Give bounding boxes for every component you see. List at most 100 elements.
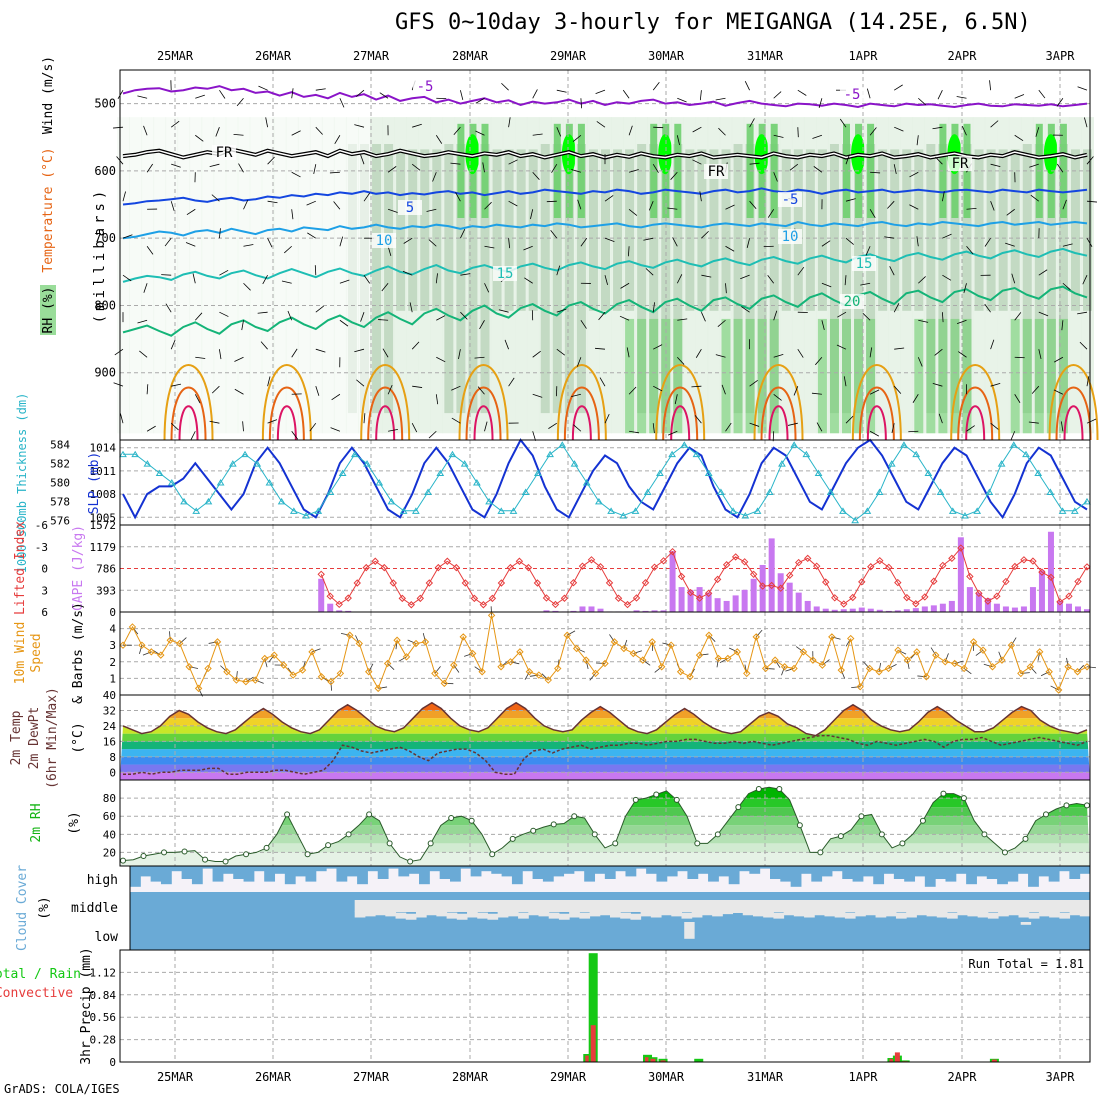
wind-barb [189,666,199,669]
wind-marker [242,678,250,686]
cloud-cell [936,911,948,918]
temp-line [122,701,1088,737]
warm-contour [858,386,895,441]
cloud-cell [477,900,488,912]
lifted-marker [975,589,983,598]
rh-marker [161,849,168,856]
cloud-cell [904,866,916,882]
thickness-marker [680,441,689,448]
rh-shade-mid [504,149,514,311]
cloud-cell [375,909,386,916]
cloud-cell [687,866,699,879]
wind-barb [238,163,244,173]
ylabel-group: Cloud Cover [15,865,30,951]
wind-barb [869,127,877,136]
wind-barb [1014,394,1021,403]
bottom-day-label: 28MAR [452,1070,489,1084]
cloud-cell [456,900,468,912]
rh-marker [263,844,270,851]
legend-convective: Convective [0,986,73,1001]
cloud-cell [589,910,601,917]
cloud-cell [538,910,550,917]
rh-shade-mid [625,149,635,311]
wind-marker [591,669,600,678]
rh-shade-lower [673,318,683,434]
precip-panel: 0 0.28 0.56 0.84 1.12 Run Total = 1.81 3hr Pre… [0,947,1091,1069]
rh-marker [735,804,742,811]
wind-barb [918,276,926,284]
rh-shade-mid [866,144,876,414]
wind-barb [749,200,757,209]
rh-shade-mid [733,144,743,414]
lifted-marker [587,556,596,564]
rh-marker [345,831,352,838]
lifted-marker [452,563,461,572]
wind-marker [157,651,165,659]
wind-barb [432,172,437,182]
y-tick-label: 40 [103,689,116,702]
wind-barb [725,204,735,210]
thickness-marker [485,497,493,505]
lifted-marker [677,572,686,581]
wind-barb [944,653,949,662]
rh-shade-mid [540,144,550,414]
rh-marker [140,853,147,860]
wind-marker [393,636,401,644]
cape-bar [714,598,721,612]
cloud-cell [497,900,509,912]
y-tick-label: 3 [41,584,48,597]
y2-axis-label: SLP (mb) [87,452,102,515]
lifted-marker [993,592,1001,600]
cloud-cell [405,900,417,912]
y-axis-label: 2m DewPt [27,707,42,770]
y-tick-label: 600 [94,164,116,178]
cloud-cell [966,866,977,885]
cloud-cell [947,900,958,912]
wind-barb [262,274,268,285]
lifted-marker [317,570,325,579]
y-tick-label: 2 [109,656,116,669]
wind-barb [267,376,271,387]
wind-barb [484,421,488,432]
rh-shade-mid [468,144,478,414]
rh-marker [222,858,229,865]
cape-bar [921,606,928,612]
thickness-marker [741,512,750,519]
wind-barb [676,135,680,146]
cloud-cell [398,866,410,877]
temp-panel: 0 8 16 24 32 40 2m Temp 2m DewPt (6hr Min/Max) (°… [9,687,1091,789]
rh-marker [858,813,865,820]
wind-barb [550,230,558,239]
rh-shade-mid [805,149,815,311]
lifted-marker [542,594,551,602]
temp-band [120,718,1090,726]
rh-shade-dark [457,123,465,218]
wind-barb [242,421,244,432]
rh-shade-light [225,117,239,434]
wind-barb [589,673,596,681]
wind-barb [360,154,365,165]
wind-barb [339,279,350,284]
cloud-cell [326,866,337,869]
y-tick-label: 60 [103,810,116,823]
warm-contour [768,405,789,441]
wind-barb [984,237,991,247]
wind-barb [451,417,461,424]
wind-barb [411,163,421,171]
thickness-marker [289,507,298,514]
thickness-marker [387,497,396,505]
rh-shade-mid [998,149,1008,311]
lifted-marker [362,563,370,572]
cloud-cell [783,909,795,916]
lifted-marker [785,571,794,580]
wind-barb [387,384,393,395]
wind-barb [403,237,413,244]
cape-bar [795,592,802,612]
lifted-marker [371,557,379,565]
wind-barb [989,80,991,91]
wind-barb [691,385,702,388]
rh-shade-lower [817,318,827,434]
wind-barb [938,413,943,424]
wind-barb [571,393,581,398]
y-axis-label: 3hr Precip (mm) [79,947,94,1064]
